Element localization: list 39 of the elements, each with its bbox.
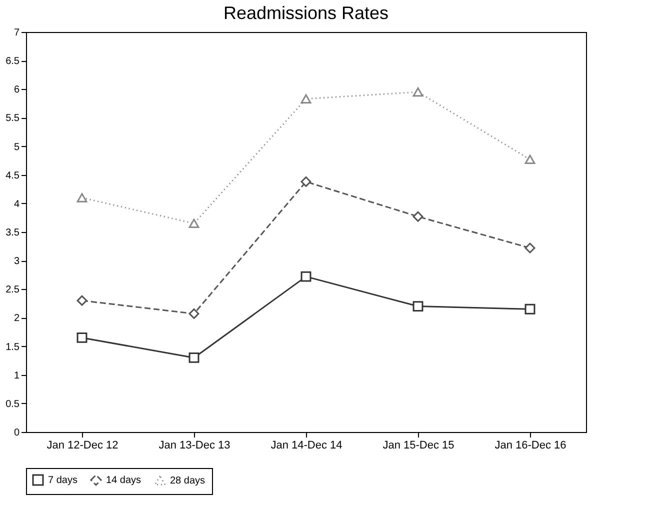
y-tick-label: 5.5 <box>6 113 20 124</box>
point <box>76 332 88 343</box>
y-tick-label: 4.5 <box>6 170 20 182</box>
y-tick-label: 1 <box>14 370 20 382</box>
legend-label: 7 days <box>48 475 78 486</box>
x-tick-label: Jan 16-Dec 16 <box>494 440 566 452</box>
y-tick-label: 5 <box>14 142 20 153</box>
x-tick-label: Jan 15-Dec 15 <box>382 440 454 452</box>
point <box>412 301 424 312</box>
y-tick-label: 6 <box>14 84 20 96</box>
y-tick-label: 3 <box>14 256 20 268</box>
point <box>524 242 536 254</box>
y-tick-label: 0.5 <box>6 398 20 410</box>
y-tick-label: 6.5 <box>6 56 20 68</box>
x-tick-label: Jan 12-Dec 12 <box>46 440 118 452</box>
y-tick-label: 3.5 <box>6 228 20 238</box>
point <box>300 94 312 104</box>
x-tick-label: Jan 13-Dec 13 <box>158 440 230 452</box>
point <box>188 308 200 319</box>
point <box>76 193 88 202</box>
point <box>412 87 424 97</box>
y-tick-label: 7 <box>14 28 20 38</box>
point <box>524 304 536 314</box>
point <box>412 211 424 222</box>
y-tick-label: 2.5 <box>6 284 20 296</box>
point <box>300 176 312 187</box>
y-tick-label: 0 <box>14 428 20 438</box>
point <box>300 271 312 282</box>
y-tick-label: 2 <box>14 313 20 324</box>
y-tick-label: 1.5 <box>6 342 20 353</box>
x-tick-label: Jan 14-Dec 14 <box>270 440 342 452</box>
point <box>188 352 200 363</box>
point <box>76 295 88 306</box>
point <box>188 218 200 228</box>
chart-title: Readmissions Rates <box>223 3 389 23</box>
legend-label: 14 days <box>106 475 142 486</box>
legend-label: 28 days <box>170 475 206 486</box>
y-tick-label: 4 <box>14 198 20 210</box>
point <box>524 154 536 164</box>
